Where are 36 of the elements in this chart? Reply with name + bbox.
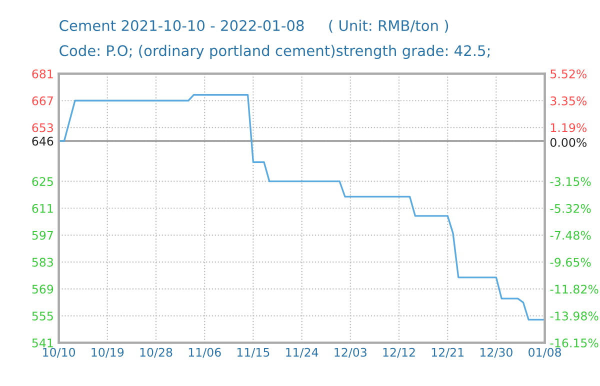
x-tick-label: 12/12 (383, 348, 415, 358)
y2-tick-label: 5.52% (550, 69, 587, 78)
chart-subtitle: Code: P.O; (ordinary portland cement)strength grade: 42.5; (60, 44, 490, 60)
y2-tick-label: 3.35% (550, 96, 587, 106)
x-tick-label: 11/15 (237, 348, 270, 358)
y2-tick-label: -3.15% (550, 177, 591, 186)
x-tick-label: 12/21 (432, 348, 464, 358)
y2-tick-label: 1.19% (550, 123, 587, 132)
y-tick-label: 625 (32, 177, 53, 186)
y-tick-label: 555 (32, 312, 53, 321)
y2-tick-label: -13.98% (550, 312, 598, 320)
x-tick-label: 12/30 (480, 348, 512, 358)
x-tick-label: 11/06 (188, 348, 221, 358)
x-tick-label: 10/10 (43, 348, 76, 358)
y2-tick-label: -9.65% (550, 258, 591, 267)
y2-tick-label: -16.15% (550, 338, 598, 348)
y-tick-label: 597 (32, 230, 53, 240)
y2-tick-label: -7.48% (550, 230, 591, 240)
y-tick-label: 583 (32, 258, 53, 267)
y-tick-label: 646 (32, 136, 54, 146)
y2-tick-label: -11.82% (550, 284, 598, 294)
x-tick-label: 10/19 (92, 348, 124, 358)
x-tick-label: 01/08 (528, 348, 562, 358)
y-tick-label: 611 (32, 204, 53, 213)
y2-tick-label: 0.00% (550, 138, 587, 147)
y-tick-label: 681 (32, 69, 53, 78)
y-tick-label: 653 (32, 123, 53, 132)
x-tick-label: 12/03 (334, 348, 366, 358)
y-tick-label: 667 (32, 96, 53, 106)
x-tick-label: 11/24 (286, 348, 318, 358)
chart-title: Cement 2021-10-10 - 2022-01-08 ( Unit: RMB/ton ) (60, 20, 448, 33)
line-series (58, 94, 545, 321)
y-tick-label: 569 (32, 284, 54, 294)
y-tick-label: 541 (32, 338, 53, 348)
x-tick-label: 10/28 (140, 348, 172, 358)
y2-tick-label: -5.32% (550, 204, 591, 213)
